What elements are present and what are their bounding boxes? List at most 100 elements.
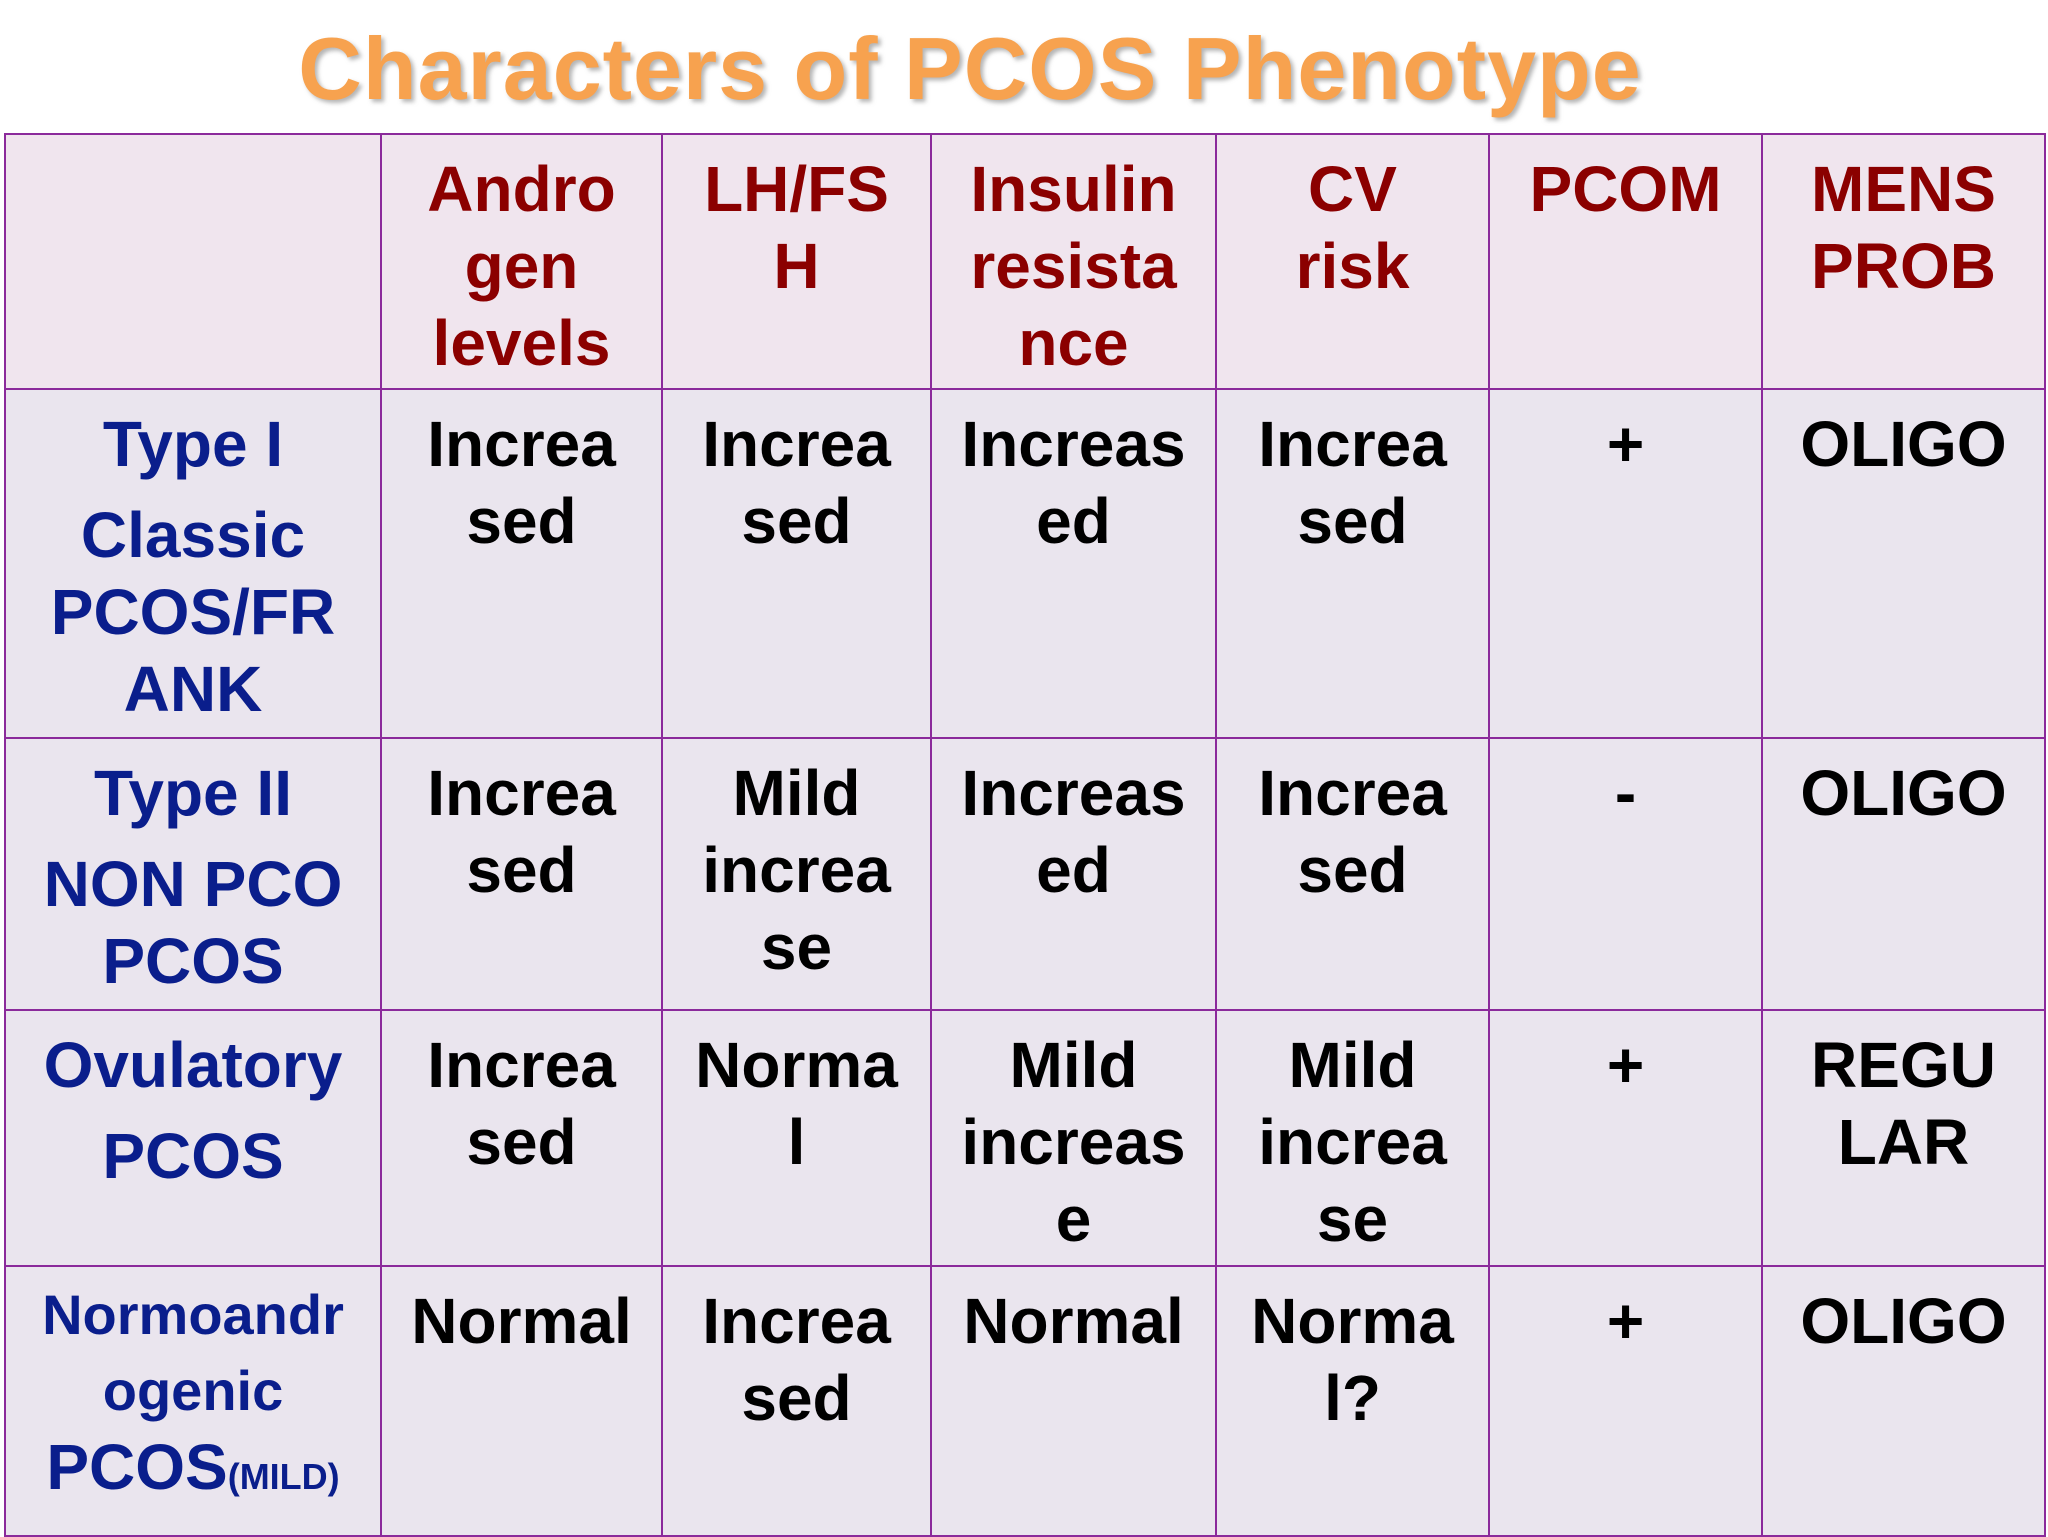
cell-line: sed	[466, 485, 577, 557]
cell-line: Normal	[411, 1285, 632, 1357]
row-header-ovulatory: Ovulatory PCOS	[4, 1009, 382, 1267]
cell-line: -	[1614, 757, 1637, 829]
header-line: PCOM	[1529, 153, 1722, 225]
cell-line: e	[1055, 1183, 1092, 1255]
cell-line: Norma	[695, 1029, 898, 1101]
cell-insulin: Increas ed	[930, 388, 1217, 739]
table-row: Ovulatory PCOS Increa sed Norma l Mild i…	[4, 1009, 2046, 1267]
header-line: LH/FS	[704, 153, 889, 225]
row-label-line: ANK	[123, 653, 263, 725]
header-line: Insulin	[970, 153, 1177, 225]
header-line: H	[773, 230, 820, 302]
row-label-main: PCOS	[46, 1431, 228, 1503]
cell-line: Increa	[702, 1285, 891, 1357]
cell-line: sed	[741, 485, 852, 557]
row-header-type-i: Type I Classic PCOS/FR ANK	[4, 388, 382, 739]
cell-androgen: Increa sed	[380, 388, 663, 739]
row-label-line: PCOS	[102, 925, 284, 997]
cell-line: Increa	[427, 757, 616, 829]
cell-line: Increa	[1258, 757, 1447, 829]
cell-lhfsh: Increa sed	[661, 1265, 932, 1537]
cell-line: sed	[466, 834, 577, 906]
header-line: CV	[1308, 153, 1397, 225]
table-row: Normoandr ogenic PCOS(MILD) Normal Incre…	[4, 1265, 2046, 1537]
cell-line: se	[1316, 1183, 1389, 1255]
cell-cv: Increa sed	[1215, 737, 1490, 1011]
phenotype-table: Andro gen levels LH/FS H Insulin resista…	[4, 133, 2046, 1537]
cell-line: LAR	[1837, 1106, 1970, 1178]
cell-line: se	[760, 911, 833, 983]
row-label-line: Type I	[102, 408, 284, 480]
cell-line: OLIGO	[1800, 1285, 2007, 1357]
header-line: resista	[970, 230, 1177, 302]
cell-line: l	[787, 1106, 806, 1178]
cell-cv: Norma l?	[1215, 1265, 1490, 1537]
cell-line: Increas	[961, 757, 1186, 829]
row-label-line: Classic	[80, 499, 306, 571]
cell-line: increa	[702, 834, 891, 906]
column-header-mens: MENS PROB	[1761, 133, 2046, 390]
cell-line: Increa	[427, 1029, 616, 1101]
cell-insulin: Increas ed	[930, 737, 1217, 1011]
cell-line: sed	[1297, 834, 1408, 906]
column-header-cv: CV risk	[1215, 133, 1490, 390]
cell-line: +	[1606, 408, 1645, 480]
cell-line: ed	[1036, 834, 1111, 906]
cell-pcom: +	[1488, 388, 1763, 739]
cell-line: Mild	[1288, 1029, 1417, 1101]
cell-line: Increa	[702, 408, 891, 480]
cell-line: sed	[1297, 485, 1408, 557]
header-line: nce	[1018, 307, 1129, 379]
cell-insulin: Normal	[930, 1265, 1217, 1537]
cell-mens: OLIGO	[1761, 1265, 2046, 1537]
cell-line: Increa	[1258, 408, 1447, 480]
cell-line: Increas	[961, 408, 1186, 480]
page-title: Characters of PCOS Phenotype	[298, 19, 1642, 118]
cell-line: +	[1606, 1285, 1645, 1357]
header-line: Andro	[427, 153, 616, 225]
row-header-type-ii: Type II NON PCO PCOS	[4, 737, 382, 1011]
table-row: Type I Classic PCOS/FR ANK Increa sed In…	[4, 388, 2046, 739]
header-line: levels	[432, 307, 611, 379]
cell-insulin: Mild increas e	[930, 1009, 1217, 1267]
cell-line: OLIGO	[1800, 408, 2007, 480]
cell-cv: Increa sed	[1215, 388, 1490, 739]
header-row: Andro gen levels LH/FS H Insulin resista…	[4, 133, 2046, 390]
row-label-suffix: (MILD)	[227, 1456, 340, 1497]
cell-lhfsh: Increa sed	[661, 388, 932, 739]
cell-androgen: Increa sed	[380, 1009, 663, 1267]
cell-pcom: -	[1488, 737, 1763, 1011]
cell-lhfsh: Mild increa se	[661, 737, 932, 1011]
cell-cv: Mild increa se	[1215, 1009, 1490, 1267]
cell-mens: REGU LAR	[1761, 1009, 2046, 1267]
cell-line: +	[1606, 1029, 1645, 1101]
cell-lhfsh: Norma l	[661, 1009, 932, 1267]
cell-androgen: Increa sed	[380, 737, 663, 1011]
cell-line: Normal	[963, 1285, 1184, 1357]
cell-line: increas	[961, 1106, 1186, 1178]
row-label-line: PCOS(MILD)	[10, 1429, 376, 1515]
row-label-line: NON PCO	[43, 848, 343, 920]
cell-mens: OLIGO	[1761, 737, 2046, 1011]
row-label-line: Type II	[94, 757, 292, 829]
column-header-insulin: Insulin resista nce	[930, 133, 1217, 390]
row-label-line: PCOS/FR	[50, 576, 336, 648]
row-header-normoandrogenic: Normoandr ogenic PCOS(MILD)	[4, 1265, 382, 1537]
cell-line: OLIGO	[1800, 757, 2007, 829]
cell-line: Mild	[1009, 1029, 1138, 1101]
cell-line: Norma	[1251, 1285, 1454, 1357]
cell-line: sed	[741, 1362, 852, 1434]
column-header-pcom: PCOM	[1488, 133, 1763, 390]
header-line: MENS	[1811, 153, 1996, 225]
cell-line: l?	[1324, 1362, 1381, 1434]
table-row: Type II NON PCO PCOS Increa sed Mild inc…	[4, 737, 2046, 1011]
row-label-line: Normoandr	[42, 1283, 344, 1346]
row-label-line: PCOS	[102, 1120, 284, 1192]
cell-line: ed	[1036, 485, 1111, 557]
cell-line: Increa	[427, 408, 616, 480]
row-label-line: Ovulatory	[43, 1029, 343, 1101]
column-header-lhfsh: LH/FS H	[661, 133, 932, 390]
cell-mens: OLIGO	[1761, 388, 2046, 739]
cell-pcom: +	[1488, 1265, 1763, 1537]
corner-cell	[4, 133, 382, 390]
